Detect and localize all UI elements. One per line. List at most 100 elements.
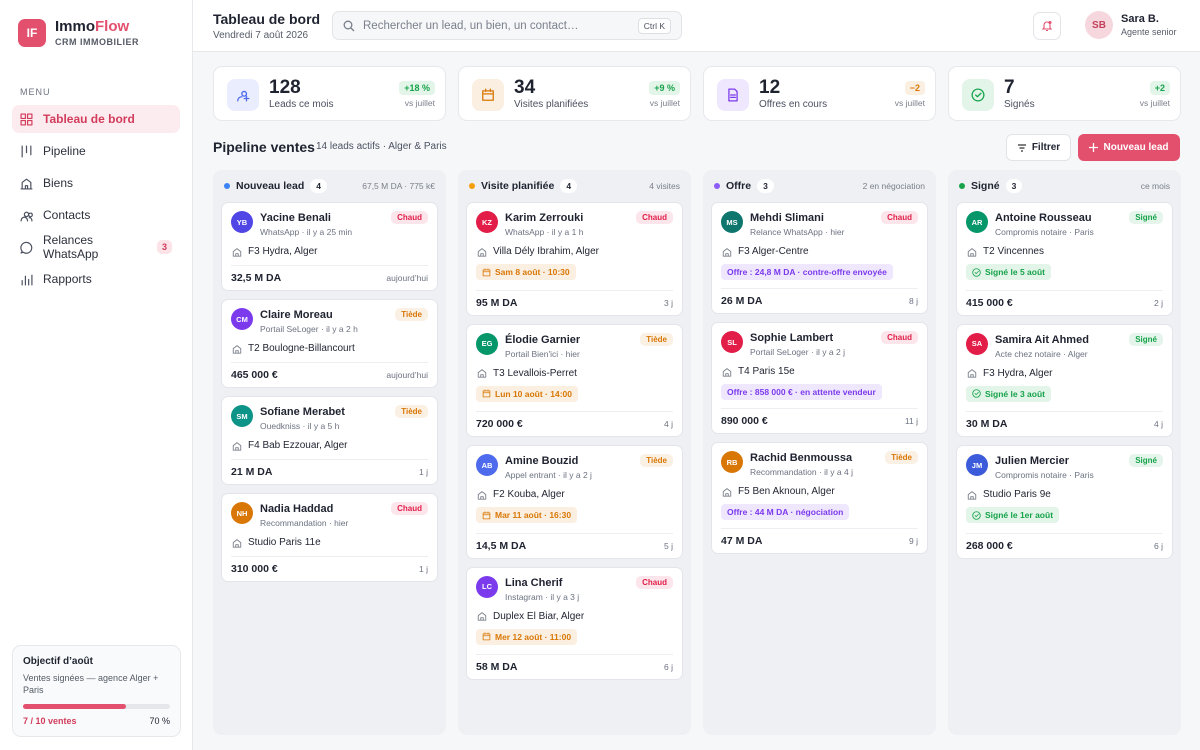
menu-label: Contacts <box>43 208 91 222</box>
lead-info: Karim Zerrouki WhatsApp · il y a 1 h <box>505 211 583 237</box>
stat-compare: vs juillet <box>404 98 435 108</box>
lead-price: 720 000 € <box>476 418 523 430</box>
lead-tag: Tiède <box>885 451 918 464</box>
lead-card[interactable]: SA Samira Ait Ahmed Acte chez notaire · Al… <box>956 323 1173 437</box>
card-head: AB Amine Bouzid Appel entrant · il y a 2 j… <box>476 454 673 480</box>
lead-card[interactable]: EG Élodie Garnier Portail Bien'ici · hier T… <box>466 323 683 437</box>
column-count: 4 <box>310 179 328 193</box>
avatar: RB <box>721 451 743 473</box>
lead-price: 32,5 M DA <box>231 272 282 284</box>
lead-card[interactable]: SM Sofiane Merabet Ouedkniss · il y a 5 h T… <box>221 396 438 485</box>
pill-text: Mar 11 août · 16:30 <box>495 510 572 520</box>
lead-info: Sophie Lambert Portail SeLoger · il y a 2… <box>750 331 845 357</box>
lead-card[interactable]: RB Rachid Benmoussa Recommandation · il y … <box>711 442 928 554</box>
property-icon <box>967 247 977 257</box>
lead-price: 95 M DA <box>476 296 518 309</box>
property-name: F5 Ben Aknoun, Alger <box>738 486 835 497</box>
stat-icon <box>717 79 749 111</box>
goal-row: 7 / 10 ventes 70 % <box>23 716 170 726</box>
lead-name: Élodie Garnier <box>505 333 581 346</box>
property: F3 Alger-Centre <box>721 246 918 257</box>
property-name: F4 Bab Ezzouar, Alger <box>248 440 348 451</box>
avatar: YB <box>231 211 253 233</box>
stat-icon <box>962 79 994 111</box>
lead-card[interactable]: JM Julien Mercier Compromis notaire · Pari… <box>956 445 1173 559</box>
stat-label: Visites planifiées <box>514 99 589 110</box>
lead-card[interactable]: NH Nadia Haddad Recommandation · hier Chaud… <box>221 493 438 582</box>
brand-subtitle: CRM IMMOBILIER <box>55 37 139 47</box>
pill-icon <box>482 632 491 641</box>
notifications-button[interactable] <box>1033 12 1061 40</box>
lead-age: 6 j <box>664 662 673 672</box>
lead-name: Claire Moreau <box>260 309 333 321</box>
lead-source: Portail SeLoger · il y a 2 h <box>260 324 358 334</box>
menu-item[interactable]: Biens <box>12 169 180 197</box>
stat-compare: vs juillet <box>894 98 925 108</box>
menu-item[interactable]: Tableau de bord <box>12 105 180 133</box>
lead-card[interactable]: KZ Karim Zerrouki WhatsApp · il y a 1 h Cha… <box>466 202 683 316</box>
column-title: Offre <box>726 180 752 192</box>
stat-compare: vs juillet <box>1139 98 1170 108</box>
lead-card[interactable]: LC Lina Cherif Instagram · il y a 3 j Chaud… <box>466 566 683 680</box>
icon-graphic <box>482 88 494 101</box>
property-icon <box>477 368 487 378</box>
property: T2 Boulogne-Billancourt <box>231 343 428 354</box>
avatar: KZ <box>476 211 498 233</box>
goal-track <box>23 704 170 709</box>
icon-graphic <box>967 490 977 500</box>
filter-button[interactable]: Filtrer <box>1006 134 1071 161</box>
property: Villa Dély Ibrahim, Alger <box>476 246 673 257</box>
status-pill: Sam 8 août · 10:30 <box>476 264 576 280</box>
icon-graphic <box>482 632 491 641</box>
lead-card[interactable]: YB Yacine Benali WhatsApp · il y a 25 min C… <box>221 202 438 291</box>
property-name: F3 Hydra, Alger <box>983 367 1053 379</box>
goal-title: Objectif d’août <box>23 655 93 667</box>
menu-item[interactable]: Rapports <box>12 265 180 293</box>
card-head: AR Antoine Rousseau Compromis notaire · Pa… <box>966 211 1163 237</box>
stats: 128 Leads ce mois +18 % vs juillet 34 Visites… <box>213 66 1181 121</box>
lead-card[interactable]: AB Amine Bouzid Appel entrant · il y a 2 j… <box>466 445 683 559</box>
icon-graphic <box>967 369 977 378</box>
icon-graphic <box>20 112 33 126</box>
menu-label: Tableau de bord <box>43 112 135 126</box>
column-title: Visite planifiée <box>481 180 555 192</box>
lead-info: Mehdi Slimani Relance WhatsApp · hier <box>750 211 845 237</box>
lead-card[interactable]: SL Sophie Lambert Portail SeLoger · il y a… <box>711 322 928 434</box>
property-icon <box>967 368 977 378</box>
card-footer: 415 000 € 2 j <box>966 289 1163 315</box>
new-lead-label: Nouveau lead <box>1103 142 1169 153</box>
column-summary: 67,5 M DA · 775 k€ <box>362 181 435 191</box>
lead-source: Ouedkniss · il y a 5 h <box>260 421 340 431</box>
property: T3 Levallois-Perret <box>476 368 673 379</box>
property-icon <box>722 247 732 257</box>
user-menu[interactable]: SB Sara B. Agente senior <box>1085 11 1177 39</box>
new-lead-button[interactable]: Nouveau lead <box>1078 134 1180 161</box>
menu-item[interactable]: Contacts <box>12 201 180 229</box>
user-role: Agente senior <box>1121 27 1177 37</box>
menu-item[interactable]: Pipeline <box>12 137 180 165</box>
pill-text: Signé le 1er août <box>985 510 1054 520</box>
lead-age: 2 j <box>1154 297 1163 308</box>
brand: IF ImmoFlow CRM IMMOBILIER <box>0 0 192 65</box>
lead-card[interactable]: AR Antoine Rousseau Compromis notaire · Pa… <box>956 202 1173 316</box>
lead-info: Samira Ait Ahmed Acte chez notaire · Alge… <box>995 333 1089 359</box>
goal-text: Ventes signées — agence Alger + Paris <box>23 672 159 696</box>
lead-source: Compromis notaire · Paris <box>995 227 1094 237</box>
icon-graphic <box>232 441 242 451</box>
lead-info: Amine Bouzid Appel entrant · il y a 2 j <box>505 454 592 480</box>
lead-tag: Signé <box>1129 332 1163 346</box>
lead-age: 6 j <box>1154 540 1163 551</box>
lead-card[interactable]: CM Claire Moreau Portail SeLoger · il y a … <box>221 299 438 388</box>
card-footer: 21 M DA 1 j <box>231 459 428 484</box>
search-box[interactable]: Rechercher un lead, un bien, un contact…… <box>332 11 682 40</box>
goal-progress: 7 / 10 ventes <box>23 716 77 726</box>
search-icon <box>343 20 355 31</box>
avatar: SM <box>231 405 253 427</box>
menu-icon <box>20 144 33 158</box>
column-summary: ce mois <box>1140 181 1170 191</box>
pill-text: Offre : 24,8 M DA · contre-offre envoyée <box>727 267 887 277</box>
lead-tag: Chaud <box>881 211 918 224</box>
card-footer: 32,5 M DA aujourd’hui <box>231 265 428 290</box>
menu-item[interactable]: Relances WhatsApp 3 <box>12 233 180 261</box>
lead-card[interactable]: MS Mehdi Slimani Relance WhatsApp · hier Ch… <box>711 202 928 314</box>
